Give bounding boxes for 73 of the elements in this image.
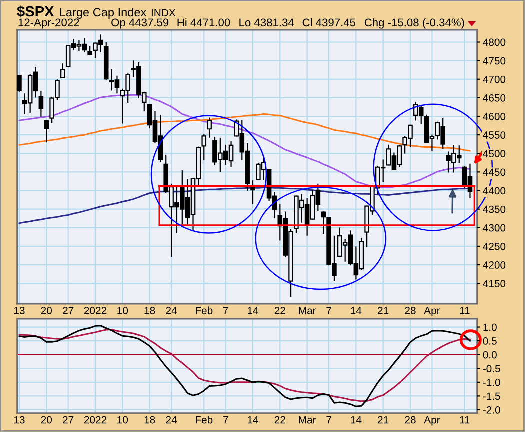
x-tick-label: 7 — [326, 307, 332, 314]
y-tick-label: 4800 — [483, 38, 506, 46]
text: Op 4437.59 — [112, 18, 169, 29]
candlestick — [44, 120, 50, 143]
y-tick-label: 1.0 — [484, 324, 497, 332]
x-tick-label: 10 — [118, 307, 128, 314]
y-tick-label: 4150 — [483, 280, 506, 288]
x-tick-label: 14 — [351, 307, 362, 314]
x-tick-label: 2022 — [84, 416, 107, 424]
x-tick-label: 27 — [63, 416, 74, 424]
x-tick-label: 21 — [378, 307, 389, 314]
candlestick — [202, 134, 207, 160]
candlestick — [207, 118, 212, 138]
y-tick-label: 4700 — [483, 76, 506, 84]
text: 12-Apr-2022 — [18, 18, 80, 29]
x-tick-label: 22 — [274, 416, 286, 424]
x-tick-label: Apr — [424, 416, 440, 426]
y-tick-label: 0.0 — [483, 351, 497, 359]
x-tick-label: Mar — [299, 416, 316, 424]
y-tick-label: -0.5 — [483, 365, 500, 373]
x-tick-label: 28 — [405, 416, 416, 424]
candlestick — [17, 75, 22, 92]
text: Chg -15.08 (-0.34%) — [364, 18, 464, 29]
x-tick-label: 18 — [144, 307, 156, 314]
candlestick — [321, 212, 326, 234]
x-tick-label: 18 — [144, 416, 156, 424]
chart-subtitle: Large Cap Index — [60, 8, 147, 19]
x-tick-label: 7 — [223, 307, 228, 314]
x-tick-label: 13 — [14, 307, 25, 314]
x-tick-label: 14 — [351, 416, 362, 424]
text: Hi 4471.00 — [178, 18, 230, 27]
y-tick-label: 4600 — [483, 113, 506, 120]
y-tick-label: 4300 — [483, 224, 506, 232]
y-tick-label: 4250 — [483, 242, 506, 250]
x-tick-label: 22 — [274, 307, 286, 314]
x-tick-label: 11 — [460, 307, 470, 314]
x-tick-label: 21 — [378, 416, 389, 424]
x-tick-label: 7 — [326, 416, 332, 424]
y-tick-label: 0.5 — [483, 338, 497, 345]
x-tick-label: 10 — [118, 416, 128, 424]
y-tick-label: 4550 — [483, 132, 506, 139]
y-tick-label: 4500 — [483, 150, 506, 158]
x-tick-label: 27 — [63, 307, 74, 314]
text: Cl 4397.45 — [302, 18, 356, 27]
x-tick-label: 14 — [248, 307, 258, 314]
chart-title: $SPX — [17, 6, 54, 18]
x-tick-label: 20 — [41, 307, 52, 314]
x-tick-label: 13 — [14, 416, 25, 424]
x-tick-label: 7 — [223, 416, 228, 424]
y-tick-label: -1.0 — [483, 378, 500, 386]
candlestick — [60, 64, 66, 78]
y-tick-label: 4200 — [483, 262, 506, 269]
y-tick-label: 4350 — [483, 206, 506, 214]
x-tick-label: Apr — [424, 307, 440, 316]
y-tick-label: -1.5 — [483, 392, 500, 400]
text: Lo 4381.34 — [240, 18, 294, 27]
x-tick-label: Mar — [299, 307, 316, 314]
x-tick-label: 24 — [166, 307, 178, 314]
x-tick-label: 14 — [248, 416, 258, 424]
x-tick-label: Feb — [196, 306, 213, 314]
y-tick-label: 4650 — [483, 94, 506, 102]
y-tick-label: 4450 — [483, 168, 506, 176]
x-tick-label: Feb — [196, 416, 213, 424]
candlestick — [38, 91, 44, 118]
text: INDX — [152, 9, 176, 16]
y-tick-label: -2.0 — [483, 406, 500, 414]
x-tick-label: 20 — [41, 416, 52, 424]
x-tick-label: 28 — [405, 307, 416, 314]
y-tick-label: 4750 — [483, 57, 506, 65]
x-tick-label: 24 — [166, 416, 178, 424]
y-tick-label: 4400 — [483, 187, 506, 195]
x-tick-label: 11 — [460, 416, 470, 424]
x-tick-label: 2022 — [84, 307, 107, 314]
